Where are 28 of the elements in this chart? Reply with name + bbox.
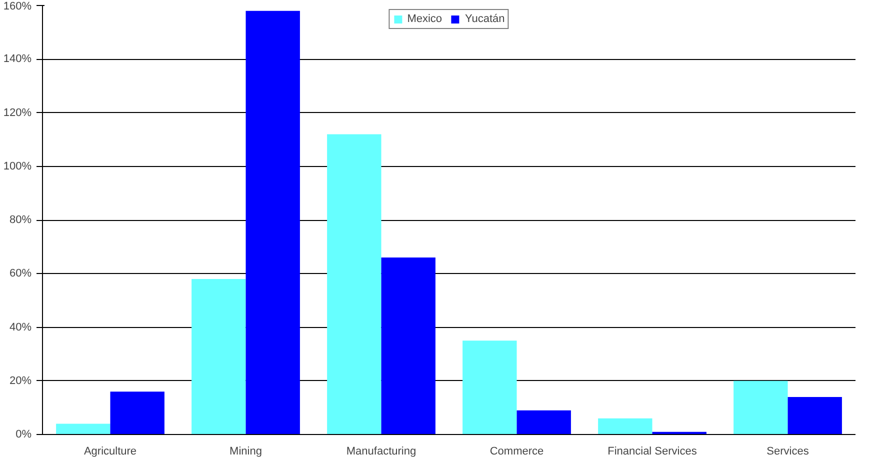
bar (327, 134, 382, 434)
y-tick-label: 60% (9, 268, 32, 280)
bar (56, 424, 110, 434)
x-tick-label: Manufacturing (346, 446, 416, 458)
legend-label: Yucatán (465, 13, 505, 25)
bar (192, 278, 246, 434)
bar (734, 380, 788, 434)
y-tick-label: 80% (9, 214, 32, 226)
bar (381, 258, 436, 434)
x-tick-label: Mining (230, 446, 262, 458)
y-tick-label: 100% (3, 160, 32, 172)
x-tick-label: Agriculture (84, 446, 137, 458)
y-tick-label: 160% (3, 0, 32, 12)
x-tick-label: Services (766, 446, 810, 458)
y-tick-label: 120% (3, 106, 32, 119)
bar (246, 10, 300, 434)
bar (462, 340, 517, 434)
y-tick-label: 140% (3, 53, 32, 66)
y-tick-label: 0% (16, 428, 32, 440)
x-tick-label: Commerce (490, 446, 544, 458)
bar (788, 396, 842, 434)
x-tick-label: Financial Services (608, 446, 698, 458)
legend-label: Mexico (407, 13, 442, 25)
bar (110, 392, 164, 434)
bar (598, 418, 652, 434)
y-tick-label: 20% (9, 374, 32, 387)
bar (516, 410, 571, 434)
y-tick-label: 40% (9, 321, 32, 334)
